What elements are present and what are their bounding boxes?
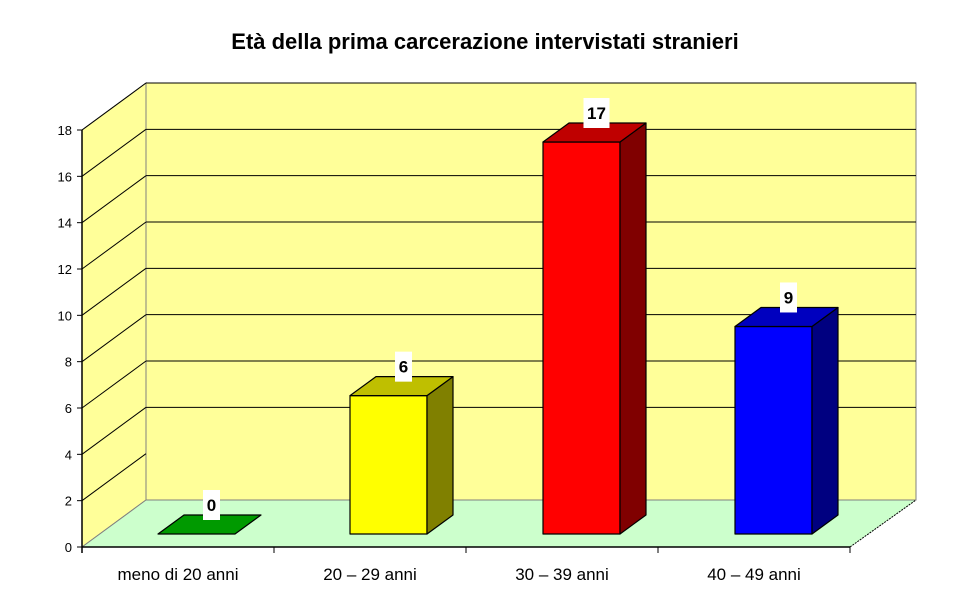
y-tick-label: 14 <box>58 216 72 231</box>
bar-top <box>734 306 839 328</box>
bar-front <box>349 395 428 535</box>
x-category-label: 20 – 29 anni <box>323 565 417 584</box>
data-label: 17 <box>587 104 606 123</box>
y-tick-label: 16 <box>58 169 72 184</box>
y-tick-label: 12 <box>58 262 72 277</box>
y-tick-label: 8 <box>65 355 72 370</box>
y-tick-label: 0 <box>65 540 72 555</box>
bar-top <box>157 514 262 535</box>
data-label-box <box>395 351 412 382</box>
bar-side <box>426 376 454 535</box>
data-label: 0 <box>207 496 216 515</box>
bar-top <box>542 122 647 143</box>
data-label-box <box>203 490 220 520</box>
bar-side <box>811 306 839 535</box>
bar-front <box>734 325 813 535</box>
chart-title: Età della prima carcerazione intervistat… <box>231 29 738 54</box>
plot-area <box>81 82 917 548</box>
bar <box>734 306 839 535</box>
y-tick-label: 18 <box>58 123 72 138</box>
bar <box>542 122 647 535</box>
y-tick-label: 6 <box>65 401 72 416</box>
bar-top <box>349 376 454 397</box>
bar <box>349 376 454 535</box>
y-axis: 0 2 4 6 8 10 12 14 16 18 <box>58 123 83 555</box>
y-tick-label: 10 <box>58 308 72 323</box>
bar-front <box>542 141 621 535</box>
floor <box>82 500 916 547</box>
data-labels: 0 6 17 9 <box>203 98 797 520</box>
data-label: 6 <box>399 358 408 377</box>
y-tick-label: 2 <box>65 494 72 509</box>
x-category-label: 30 – 39 anni <box>515 565 609 584</box>
data-label-box <box>780 282 797 313</box>
data-label-box <box>583 98 610 128</box>
y-tick-label: 4 <box>65 447 72 462</box>
bar-side <box>619 122 647 535</box>
data-label: 9 <box>784 288 793 307</box>
bar <box>157 514 262 535</box>
x-axis: meno di 20 anni 20 – 29 anni 30 – 39 anni 4… <box>81 546 851 584</box>
bars <box>157 122 839 535</box>
x-category-label: 40 – 49 anni <box>707 565 801 584</box>
x-category-label: meno di 20 anni <box>118 565 239 584</box>
